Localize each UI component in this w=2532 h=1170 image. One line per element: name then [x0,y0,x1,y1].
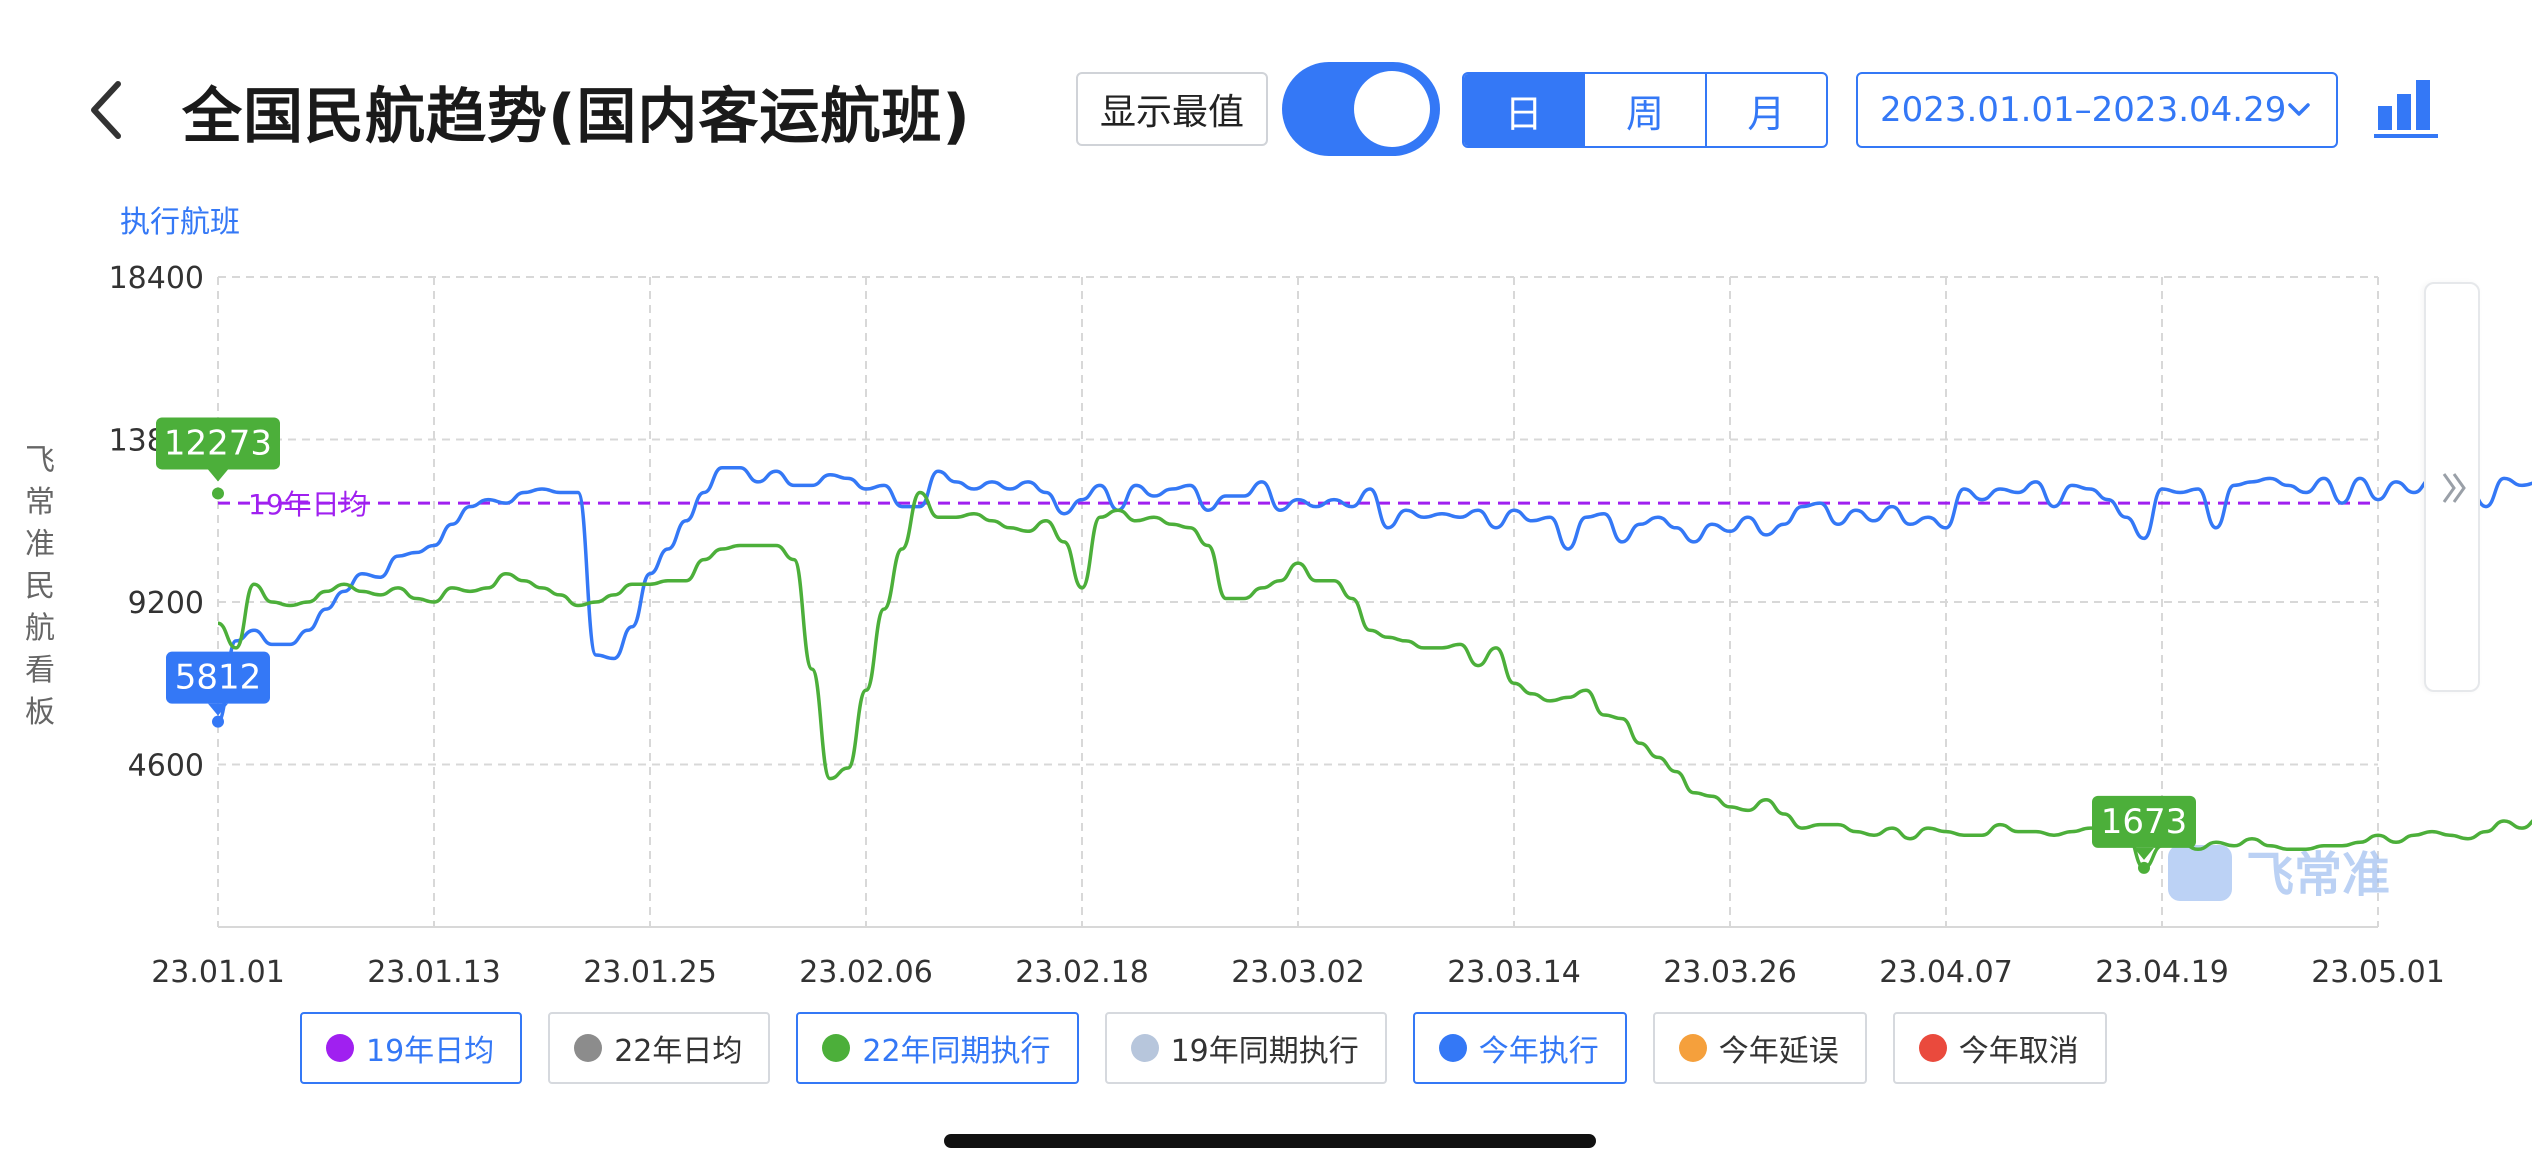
callout-pointer [2134,847,2154,860]
legend-dot [326,1034,354,1062]
extrema-marker [212,487,224,500]
legend-dot [822,1034,851,1062]
legend-dot [1130,1034,1159,1062]
y-tick-label: 4600 [128,749,204,784]
show-max-label: 显示最值 [1076,72,1268,146]
legend-dot [1678,1034,1707,1062]
callout-pointer [208,703,228,716]
callout-value-label: 5812 [175,658,262,698]
line-chart: 执行航班46009200138001840023.01.0123.01.1323… [109,205,2532,990]
legend-item-avg-2019[interactable]: 19年日均 [300,1012,523,1084]
x-tick-label: 23.03.26 [1663,955,1797,990]
y-tick-label: 18400 [109,261,204,296]
side-char: 民 [25,569,55,604]
watermark-text: 飞常准 [2246,847,2390,903]
x-tick-label: 23.05.01 [2311,955,2445,990]
extrema-marker [2138,861,2150,874]
legend-label: 19年同期执行 [1170,1034,1359,1069]
back-arrow-icon[interactable] [80,70,140,150]
legend-item-exec-2019[interactable]: 19年同期执行 [1104,1012,1387,1084]
x-tick-label: 23.04.07 [1879,955,2013,990]
side-char: 航 [25,611,55,646]
legend-dot [1918,1034,1947,1062]
x-tick-label: 23.01.01 [151,955,285,990]
reference-line-label: 19年日均 [248,488,368,521]
y-tick-label: 9200 [128,586,204,621]
side-char: 看 [25,653,55,688]
x-tick-label: 23.01.25 [583,955,717,990]
x-tick-label: 23.01.13 [367,955,501,990]
chart-legend: 19年日均 22年日均 22年同期执行 19年同期执行 今年执行 今年延误 今年取消 [300,1012,2107,1084]
legend-item-cancel-2023[interactable]: 今年取消 [1892,1012,2107,1084]
callout-value-label: 12273 [164,423,272,463]
legend-label: 今年延误 [1718,1034,1839,1069]
chevron-down-icon [2288,103,2310,116]
double-chevron-right-icon [2442,473,2466,503]
legend-label: 今年取消 [1958,1034,2079,1069]
legend-item-avg-2022[interactable]: 22年日均 [548,1012,771,1084]
legend-dot [1438,1034,1467,1062]
tab-month[interactable]: 月 [1704,74,1826,146]
side-char: 准 [25,527,55,562]
legend-label: 22年日均 [614,1034,743,1069]
side-char: 板 [25,695,55,730]
x-tick-label: 23.02.06 [799,955,933,990]
x-tick-label: 23.02.18 [1015,955,1149,990]
series-line-2023 [216,466,2532,724]
legend-item-exec-2023[interactable]: 今年执行 [1412,1012,1627,1084]
callout-box [2092,795,2196,848]
watermark-logo-icon [2168,845,2232,901]
callout-pointer [208,469,228,482]
x-tick-label: 23.04.19 [2095,955,2229,990]
extrema-marker [212,715,224,728]
legend-label: 今年执行 [1478,1034,1599,1069]
home-indicator [944,1134,1596,1148]
callout-value-label: 1673 [2101,802,2188,842]
page-title: 全国民航趋势(国内客运航班) [182,82,971,152]
callout-box [156,417,280,470]
tab-day[interactable]: 日 [1464,74,1584,146]
bar-chart-icon[interactable] [2372,76,2442,140]
period-segmented-control: 日 周 月 [1462,72,1828,148]
show-max-toggle[interactable] [1282,62,1440,156]
side-char: 常 [25,485,55,520]
side-watermark-label: 飞 常 准 民 航 看 板 [22,440,58,734]
tab-week[interactable]: 周 [1583,74,1704,146]
legend-item-delay-2023[interactable]: 今年延误 [1652,1012,1867,1084]
legend-label: 22年同期执行 [862,1034,1051,1069]
header-bar: 全国民航趋势(国内客运航班) 显示最值 日 周 月 2023.01.01–202… [0,0,2532,200]
legend-item-exec-2022[interactable]: 22年同期执行 [796,1012,1079,1084]
toggle-knob [1354,71,1430,147]
x-tick-label: 23.03.14 [1447,955,1581,990]
legend-label: 19年日均 [366,1034,495,1069]
date-range-selector[interactable]: 2023.01.01–2023.04.29 [1856,72,2338,148]
x-tick-label: 23.03.02 [1231,955,1365,990]
callout-box [166,651,270,704]
legend-dot [574,1034,603,1062]
y-axis-label: 执行航班 [120,205,240,240]
side-panel-handle[interactable] [2424,282,2480,692]
series-line-2022 [217,490,2532,870]
date-range-text: 2023.01.01–2023.04.29 [1880,90,2287,130]
side-char: 飞 [25,443,55,478]
